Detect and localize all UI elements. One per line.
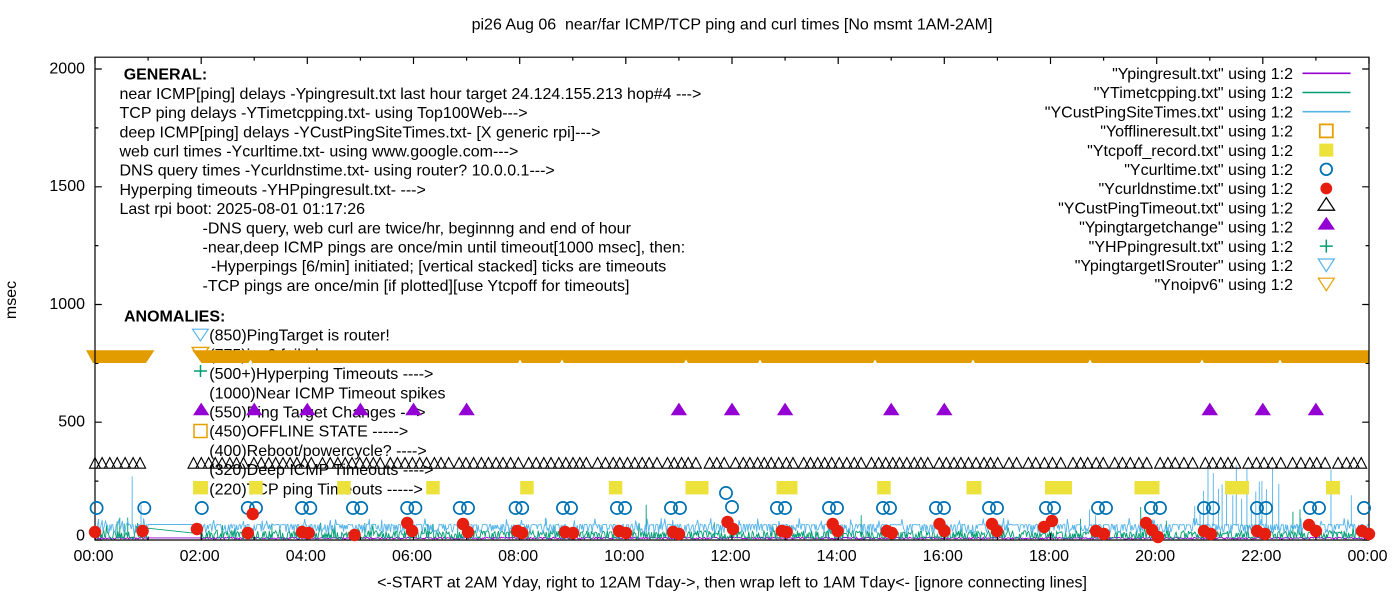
- svg-text:08:00: 08:00: [498, 548, 538, 565]
- svg-text:10:00: 10:00: [604, 548, 644, 565]
- svg-text:02:00: 02:00: [180, 548, 220, 565]
- svg-text:(550)Ping Target Changes --->: (550)Ping Target Changes --->: [209, 405, 425, 422]
- svg-text:Last rpi boot: 2025-08-01 01:1: Last rpi boot: 2025-08-01 01:17:26: [120, 201, 366, 218]
- svg-text:2000: 2000: [49, 60, 85, 77]
- svg-text:web curl times -Ycurltime.txt-: web curl times -Ycurltime.txt- using www…: [119, 144, 519, 161]
- svg-text:22:00: 22:00: [1241, 548, 1281, 565]
- svg-text:00:00: 00:00: [1347, 548, 1387, 565]
- svg-text:"Ytcpoff_record.txt" using 1:2: "Ytcpoff_record.txt" using 1:2: [1087, 143, 1293, 160]
- svg-text:16:00: 16:00: [923, 548, 963, 565]
- svg-text:(450)OFFLINE STATE ----->: (450)OFFLINE STATE ----->: [209, 424, 408, 441]
- svg-text:near ICMP[ping] delays -Ypingr: near ICMP[ping] delays -Ypingresult.txt …: [120, 86, 702, 103]
- svg-text:04:00: 04:00: [286, 548, 326, 565]
- svg-text:(400)Reboot/powercycle? ---->: (400)Reboot/powercycle? ---->: [209, 443, 426, 460]
- svg-text:"Ypingresult.txt" using 1:2: "Ypingresult.txt" using 1:2: [1112, 66, 1293, 83]
- svg-text:"Ycurltime.txt" using 1:2: "Ycurltime.txt" using 1:2: [1124, 162, 1293, 179]
- svg-text:"Ypingtargetchange" using 1:2: "Ypingtargetchange" using 1:2: [1079, 220, 1293, 237]
- svg-text:(500+)Hyperping Timeouts ---->: (500+)Hyperping Timeouts ---->: [209, 366, 433, 383]
- svg-text:500: 500: [58, 414, 85, 431]
- svg-text:0: 0: [76, 527, 85, 544]
- svg-text:(1000)Near ICMP Timeout spikes: (1000)Near ICMP Timeout spikes: [209, 385, 445, 402]
- svg-text:"YCustPingTimeout.txt" using 1: "YCustPingTimeout.txt" using 1:2: [1058, 200, 1293, 217]
- svg-text:"Yofflineresult.txt" using 1:2: "Yofflineresult.txt" using 1:2: [1100, 124, 1293, 141]
- svg-text:12:00: 12:00: [710, 548, 750, 565]
- svg-text:"YTimetcpping.txt" using 1:2: "YTimetcpping.txt" using 1:2: [1094, 85, 1293, 102]
- svg-text:(220)TCP ping Timeouts ----->: (220)TCP ping Timeouts ----->: [209, 481, 423, 498]
- svg-text:18:00: 18:00: [1029, 548, 1069, 565]
- svg-text:deep ICMP[ping] delays -YCustP: deep ICMP[ping] delays -YCustPingSiteTim…: [120, 124, 601, 141]
- svg-text:1500: 1500: [49, 178, 85, 195]
- svg-text:<-START at 2AM Yday, right to: <-START at 2AM Yday, right to 12AM Tday-…: [377, 575, 1087, 592]
- svg-text:Hyperping timeouts -YHPpingres: Hyperping timeouts -YHPpingresult.txt- -…: [120, 182, 426, 199]
- svg-text:ANOMALIES:: ANOMALIES:: [124, 308, 225, 325]
- svg-text:-DNS query, web curl are twice: -DNS query, web curl are twice/hr, begin…: [203, 220, 632, 237]
- svg-text:1000: 1000: [49, 296, 85, 313]
- svg-text:-Hyperpings [6/min] initiated;: -Hyperpings [6/min] initiated; [vertical…: [211, 259, 666, 276]
- svg-text:"YHPpingresult.txt" using 1:2: "YHPpingresult.txt" using 1:2: [1089, 239, 1293, 256]
- svg-text:DNS query times -Ycurldnstime.: DNS query times -Ycurldnstime.txt- using…: [120, 163, 555, 180]
- svg-text:14:00: 14:00: [817, 548, 857, 565]
- svg-text:"Ycurldnstime.txt" using 1:2: "Ycurldnstime.txt" using 1:2: [1098, 181, 1293, 198]
- svg-text:pi26 Aug 06 near/far ICMP/TCP: pi26 Aug 06 near/far ICMP/TCP ping and c…: [472, 17, 993, 34]
- svg-text:msec: msec: [3, 281, 20, 319]
- svg-text:(850)PingTarget is router!: (850)PingTarget is router!: [209, 328, 390, 345]
- svg-text:00:00: 00:00: [73, 548, 113, 565]
- svg-text:"Ynoipv6" using 1:2: "Ynoipv6" using 1:2: [1154, 277, 1293, 294]
- svg-text:(320)Deep ICMP Timeouts ---->: (320)Deep ICMP Timeouts ---->: [209, 462, 433, 479]
- svg-text:TCP ping delays -YTimetcpping.: TCP ping delays -YTimetcpping.txt- using…: [120, 105, 528, 122]
- svg-text:GENERAL:: GENERAL:: [124, 67, 208, 84]
- svg-text:20:00: 20:00: [1135, 548, 1175, 565]
- svg-text:"YpingtargetISrouter" using 1:: "YpingtargetISrouter" using 1:2: [1075, 258, 1293, 275]
- svg-text:06:00: 06:00: [392, 548, 432, 565]
- svg-text:-near,deep ICMP pings are once: -near,deep ICMP pings are once/min until…: [203, 240, 686, 257]
- svg-text:-TCP pings are once/min [if pl: -TCP pings are once/min [if plotted][use…: [203, 278, 630, 295]
- svg-text:"YCustPingSiteTimes.txt" using: "YCustPingSiteTimes.txt" using 1:2: [1045, 104, 1293, 121]
